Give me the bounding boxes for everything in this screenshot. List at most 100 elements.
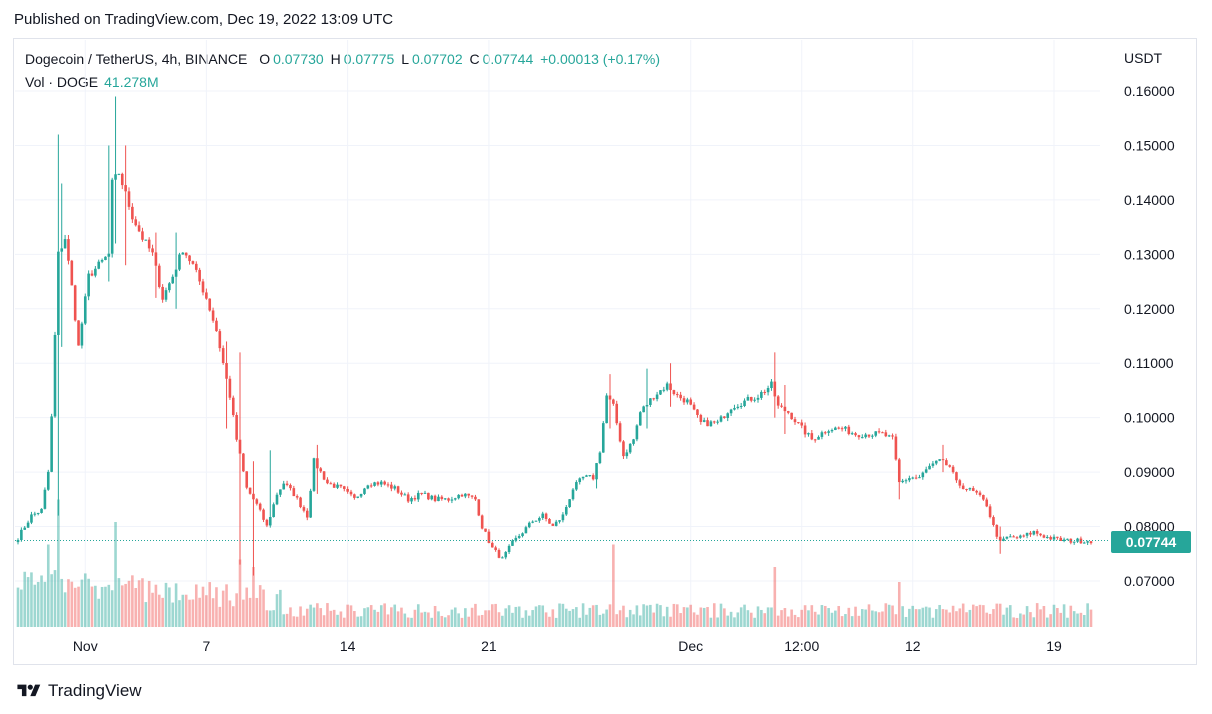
volume-bar (965, 612, 968, 627)
candle-body (201, 281, 205, 293)
volume-bar (511, 612, 514, 627)
candle-body (26, 522, 30, 528)
candle-body (258, 503, 262, 510)
candle-body (107, 253, 111, 257)
volume-bar (400, 607, 403, 627)
candle-body (998, 536, 1002, 541)
volume-bar (1022, 614, 1026, 627)
x-tick-label: 12 (905, 638, 921, 654)
candle-body (164, 290, 168, 300)
symbol-title: Dogecoin / TetherUS, 4h, BINANCE (25, 51, 248, 67)
volume-bar (1042, 606, 1046, 627)
volume-bar (739, 607, 743, 627)
candle-body (57, 251, 60, 335)
volume-bar (931, 617, 935, 627)
volume-bar (141, 578, 144, 627)
volume-bar (881, 611, 884, 627)
candle-body (1035, 531, 1039, 534)
volume-bar (746, 610, 750, 627)
candle-body (316, 458, 319, 469)
footer-brand[interactable]: TradingView (14, 681, 142, 701)
volume-bar (43, 581, 47, 627)
chart-frame[interactable] (13, 38, 1197, 665)
volume-bar (184, 594, 188, 627)
volume-bar (26, 577, 30, 627)
candle-body (272, 504, 275, 517)
candle-body (484, 528, 487, 532)
candle-body (978, 492, 982, 495)
volume-bar (834, 610, 837, 627)
volume-bar (860, 609, 864, 627)
candle-body (423, 492, 427, 494)
candle-body (104, 256, 107, 261)
volume-bar (844, 614, 847, 627)
volume-bar (575, 607, 578, 627)
volume-bar (376, 611, 380, 627)
volume-bar (867, 604, 871, 627)
volume-bar (887, 604, 891, 627)
candle-body (982, 494, 985, 500)
candle-body (83, 296, 87, 324)
candle-body (319, 468, 323, 472)
candle-body (642, 406, 645, 413)
candle-body (672, 390, 676, 395)
volume-bar (453, 607, 457, 627)
volume-bar (864, 609, 867, 627)
candle-body (968, 488, 972, 490)
candle-body (124, 185, 127, 192)
candle-body (534, 520, 538, 522)
volume-bar (702, 607, 706, 627)
volume-bar (961, 603, 965, 627)
candle-body (689, 399, 693, 405)
candle-body (524, 527, 528, 534)
candle-body (770, 381, 773, 389)
volume-bar (763, 613, 767, 627)
candle-body (649, 398, 652, 405)
volume-bar (504, 608, 508, 627)
volume-bar (871, 610, 874, 627)
last-price-tag: 0.07744 (1111, 531, 1191, 553)
volume-bar (124, 583, 127, 627)
candle-body (507, 545, 511, 553)
volume-bar (363, 608, 366, 627)
candle-body (985, 499, 989, 507)
volume-bar (780, 610, 783, 627)
volume-bar (1015, 617, 1019, 627)
symbol-legend: Dogecoin / TetherUS, 4h, BINANCE O 0.0773… (25, 51, 663, 67)
volume-bar (1005, 607, 1009, 627)
volume-bar (248, 597, 252, 627)
candle-body (726, 413, 730, 418)
candle-body (127, 191, 131, 207)
candle-body (322, 471, 326, 480)
candle-body (494, 547, 497, 551)
candle-body (131, 206, 134, 220)
candle-body (178, 254, 181, 270)
volume-bar (753, 617, 756, 627)
volume-bar (689, 604, 693, 627)
volume-bar (279, 589, 282, 627)
candle-body (756, 397, 760, 400)
volume-bar (756, 606, 760, 627)
volume-bar (554, 617, 558, 627)
candle-body (887, 435, 891, 437)
candle-body (628, 443, 632, 453)
candle-body (400, 492, 403, 495)
volume-bar (484, 610, 487, 627)
candle-body (847, 426, 851, 434)
candle-body (235, 415, 238, 440)
candle-body (114, 174, 117, 180)
volume-bar (107, 584, 111, 627)
candle-body (211, 310, 215, 321)
candle-body (97, 261, 101, 269)
volume-bar (951, 605, 955, 627)
candle-body (60, 248, 64, 252)
volume-bar (373, 609, 376, 627)
candle-body (995, 524, 999, 537)
volume-bar (342, 617, 346, 627)
volume-bar (1049, 614, 1052, 627)
volume-bar (992, 609, 995, 627)
candle-body (904, 480, 908, 482)
candle-body (403, 494, 407, 496)
volume-bar (1008, 605, 1012, 627)
